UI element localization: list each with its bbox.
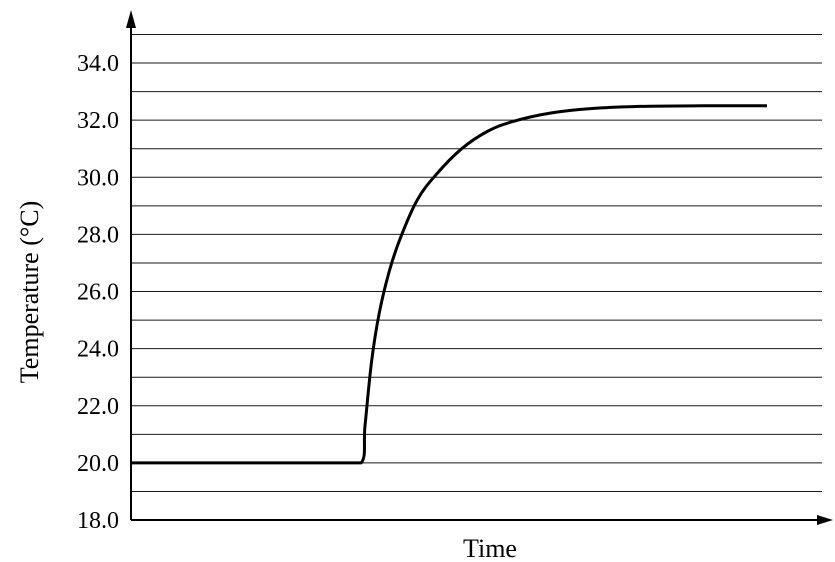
x-axis-label: Time [463, 534, 517, 562]
y-axis-arrow [126, 10, 136, 28]
gridlines [131, 33, 822, 492]
y-tick-label: 22.0 [77, 394, 119, 420]
y-tick-label: 34.0 [77, 51, 119, 77]
y-tick-label: 24.0 [77, 337, 119, 363]
y-tick-label: 20.0 [77, 451, 119, 477]
x-axis-arrow [817, 515, 833, 525]
y-tick-label: 30.0 [77, 165, 119, 191]
axes [126, 10, 833, 525]
y-tick-label: 26.0 [77, 280, 119, 306]
y-tick-label: 28.0 [77, 222, 119, 248]
y-axis-label: Temperature (°C) [15, 201, 44, 384]
y-tick-label: 32.0 [77, 108, 119, 134]
series-layer [131, 104, 768, 465]
y-tick-labels: 18.0 20.0 22.0 24.0 26.0 28.0 30.0 32.0 34.0 [77, 51, 119, 534]
temperature-series-line [131, 104, 768, 465]
y-tick-label: 18.0 [77, 508, 119, 534]
